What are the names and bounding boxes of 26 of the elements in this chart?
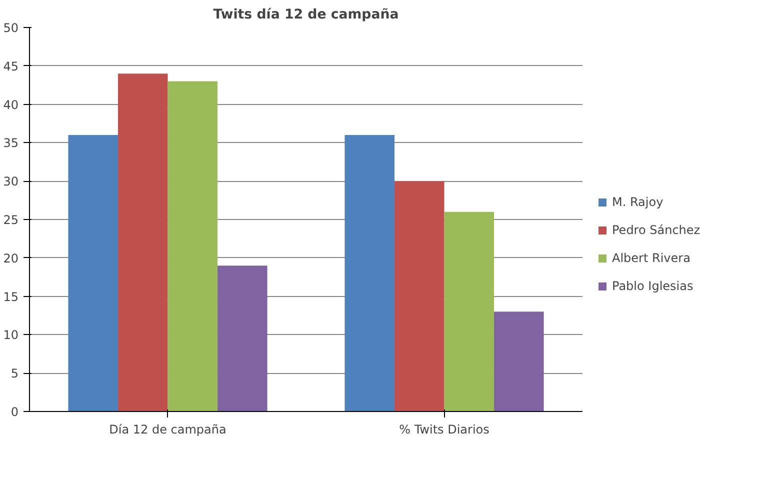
y-tick-label: 15 — [3, 290, 19, 304]
legend-label: M. Rajoy — [612, 194, 664, 208]
legend-label: Pablo Iglesias — [612, 278, 694, 292]
bar — [444, 212, 494, 412]
y-tick-label: 25 — [3, 213, 19, 227]
x-tick-label: Día 12 de campaña — [109, 422, 226, 436]
legend-label: Albert Rivera — [612, 250, 690, 264]
y-tick-label: 10 — [3, 328, 19, 342]
bar — [494, 312, 544, 412]
y-tick-label: 20 — [3, 251, 19, 266]
y-tick-label: 5 — [10, 366, 19, 381]
bar — [394, 181, 444, 412]
y-tick-label: 0 — [10, 405, 19, 419]
y-tick-label: 50 — [3, 21, 19, 35]
bar — [344, 135, 394, 412]
y-tick-label: 35 — [3, 136, 19, 150]
y-tick-label: 30 — [3, 174, 19, 189]
y-tick-label: 45 — [3, 59, 19, 74]
y-tick-label: 40 — [3, 98, 19, 112]
bar — [68, 135, 118, 412]
bar — [168, 81, 218, 412]
bar — [218, 266, 268, 412]
legend-label: Pedro Sánchez — [612, 222, 700, 236]
x-tick-label: % Twits Diarios — [399, 422, 490, 436]
bar — [118, 74, 168, 412]
chart-title: Twits día 12 de campaña — [213, 8, 399, 22]
